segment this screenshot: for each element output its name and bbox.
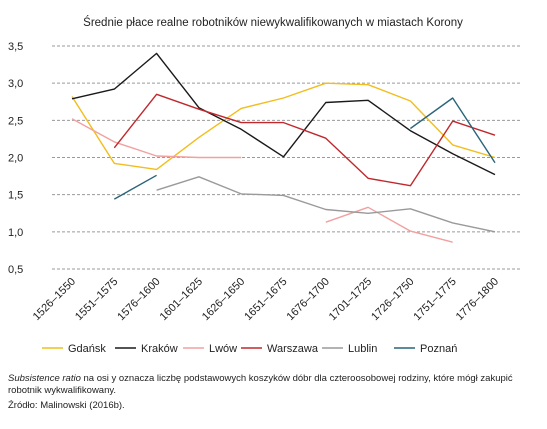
series-line <box>71 52 496 176</box>
legend-item: Poznań <box>394 343 457 355</box>
x-tick-label: 1626–1650 <box>200 276 247 323</box>
y-tick-label: 2,0 <box>8 153 23 165</box>
legend-label: Lublin <box>348 343 377 355</box>
series-segment <box>409 97 496 164</box>
legend-label: Gdańsk <box>68 343 106 355</box>
y-tick-label: 0,5 <box>8 264 23 276</box>
series-line <box>71 82 496 171</box>
legend-item: Lwów <box>183 343 237 355</box>
legend: Gdańsk Kraków Lwów Warszawa Lublin Poznań <box>42 343 457 355</box>
series-segment <box>156 176 496 233</box>
legend-item: Gdańsk <box>42 343 106 355</box>
x-tick-label: 1701–1725 <box>327 276 374 323</box>
series-line <box>156 176 496 233</box>
x-tick-label: 1751–1775 <box>411 276 458 323</box>
legend-label: Warszawa <box>267 343 319 355</box>
footnote-text: na osi y oznacza liczbę podstawowych kos… <box>8 373 513 396</box>
chart-title: Średnie płace realne robotników niewykwa… <box>83 16 463 29</box>
legend-label: Lwów <box>209 343 237 355</box>
x-tick-label: 1576–1600 <box>115 276 162 323</box>
series-line <box>113 97 496 200</box>
series-segment <box>113 93 496 187</box>
x-tick-label: 1551–1575 <box>73 276 120 323</box>
series-line <box>113 93 496 187</box>
footnote-italic: Subsistence ratio <box>8 373 81 384</box>
legend-item: Warszawa <box>241 343 319 355</box>
x-tick-label: 1676–1700 <box>285 276 332 323</box>
legend-label: Poznań <box>420 343 457 355</box>
y-tick-label: 1,5 <box>8 190 23 202</box>
y-tick-label: 3,5 <box>8 41 23 53</box>
series-segment <box>113 174 157 200</box>
series-segment <box>325 206 453 243</box>
x-tick-label: 1601–1625 <box>158 276 205 323</box>
series-lines <box>71 52 496 243</box>
grid-lines <box>52 45 520 270</box>
x-tick-label: 1726–1750 <box>369 276 416 323</box>
series-line <box>71 118 453 243</box>
x-tick-label: 1651–1675 <box>242 276 289 323</box>
x-tick-labels: 1526–15501551–15751576–16001601–16251626… <box>31 276 501 323</box>
y-tick-labels: 3,5 3,0 2,5 2,0 1,5 1,0 0,5 <box>8 41 23 276</box>
legend-item: Kraków <box>115 343 178 355</box>
y-tick-label: 1,0 <box>8 227 23 239</box>
source-note: Źródło: Malinowski (2016b). <box>8 400 125 411</box>
series-segment <box>71 52 496 176</box>
series-segment <box>71 82 496 171</box>
x-tick-label: 1776–1800 <box>454 276 501 323</box>
x-tick-label: 1526–1550 <box>31 276 78 323</box>
series-segment <box>71 118 242 159</box>
y-tick-label: 3,0 <box>8 78 23 90</box>
legend-label: Kraków <box>141 343 178 355</box>
footnote: Subsistence ratio na osi y oznacza liczb… <box>8 373 538 397</box>
legend-item: Lublin <box>322 343 377 355</box>
y-tick-label: 2,5 <box>8 115 23 127</box>
